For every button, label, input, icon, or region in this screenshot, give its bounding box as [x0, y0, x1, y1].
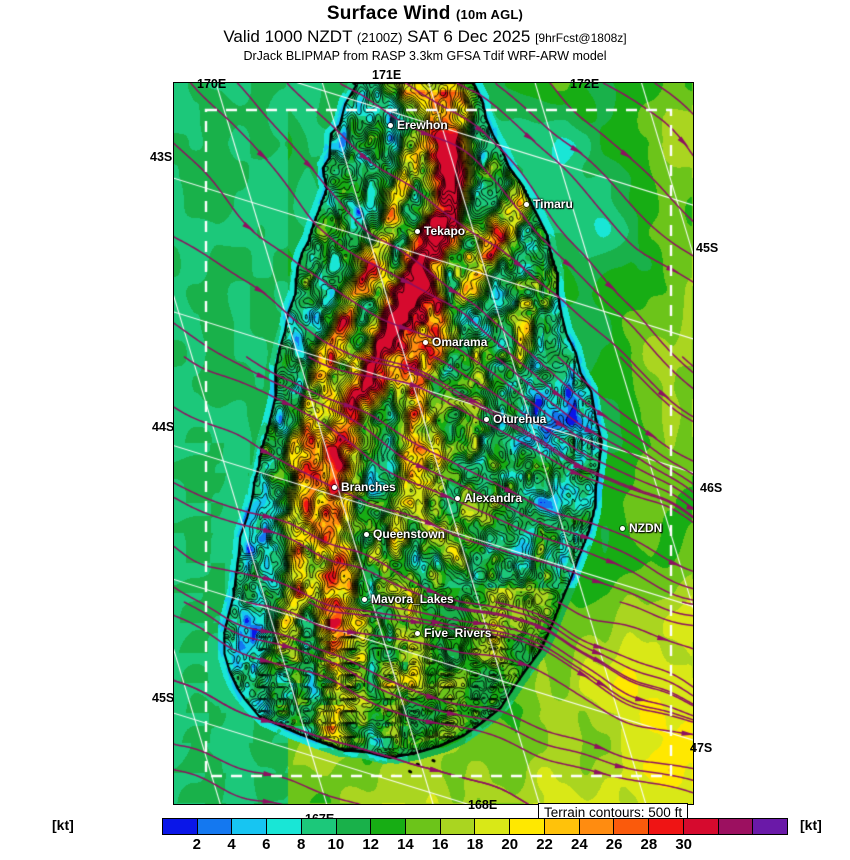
latitude-label: 44S	[152, 420, 175, 434]
colorbar-swatch	[406, 819, 441, 834]
colorbar-swatches	[162, 818, 788, 835]
valid-z: (2100Z)	[356, 30, 403, 45]
colorbar-unit-right: [kt]	[800, 817, 822, 833]
colorbar-swatch	[301, 819, 337, 834]
valid-prefix: Valid 1000 NZDT	[223, 27, 353, 46]
colorbar-swatch	[267, 819, 302, 834]
colorbar-tick: 30	[675, 836, 692, 853]
colorbar-swatch	[510, 819, 545, 834]
latitude-label: 46S	[700, 481, 723, 495]
colorbar-tick: 16	[431, 836, 449, 853]
colorbar-swatch	[371, 819, 407, 834]
colorbar-swatch	[440, 819, 476, 834]
colorbar-swatch	[197, 819, 233, 834]
latitude-label: 43S	[150, 150, 173, 164]
colorbar-legend: [kt] [kt] 2 4 6 8 10 12 14 16 18 20 22 24 26 28 30	[0, 817, 850, 860]
colorbar-tick: 28	[640, 836, 658, 853]
colorbar-unit-left: [kt]	[52, 817, 74, 833]
colorbar-tick: 10	[327, 836, 345, 853]
title-block: Surface Wind (10m AGL) Valid 1000 NZDT (…	[0, 0, 850, 64]
colorbar-tick: 12	[362, 836, 379, 853]
latitude-label: 47S	[690, 741, 713, 755]
colorbar-swatch	[544, 819, 580, 834]
forecast-tag: [9hrFcst@1808z]	[535, 31, 627, 45]
wind-speed-field	[174, 83, 693, 804]
colorbar-swatch	[232, 819, 268, 834]
valid-date: SAT 6 Dec 2025	[407, 27, 531, 46]
page-title: Surface Wind (10m AGL)	[0, 3, 850, 26]
colorbar-tick: 26	[605, 836, 623, 853]
latitude-label: 45S	[152, 691, 175, 705]
colorbar-swatch	[718, 819, 754, 834]
colorbar-tick: 14	[397, 836, 414, 853]
weather-map[interactable]	[173, 82, 694, 805]
colorbar-tick: 8	[296, 836, 306, 853]
colorbar-tick: 20	[501, 836, 519, 853]
colorbar-tick: 22	[536, 836, 553, 853]
colorbar-tick: 18	[466, 836, 484, 853]
valid-time-line: Valid 1000 NZDT (2100Z) SAT 6 Dec 2025 […	[0, 26, 850, 49]
colorbar-tick: 24	[570, 836, 588, 853]
colorbar-swatch	[753, 819, 787, 834]
model-source: DrJack BLIPMAP from RASP 3.3km GFSA Tdif…	[243, 49, 607, 63]
title-main: Surface Wind	[326, 3, 451, 24]
longitude-label: 170E	[197, 77, 227, 91]
longitude-label: 172E	[570, 77, 600, 91]
colorbar-tick: 6	[262, 836, 271, 853]
title-main-sub: (10m AGL)	[456, 7, 524, 22]
colorbar-swatch	[649, 819, 684, 834]
colorbar-tick: 4	[227, 836, 236, 853]
colorbar-swatch	[336, 819, 372, 834]
colorbar-swatch	[683, 819, 719, 834]
colorbar-swatch	[475, 819, 511, 834]
longitude-label: 171E	[372, 68, 402, 82]
colorbar-tick: 2	[192, 836, 201, 853]
colorbar-swatch	[163, 819, 198, 834]
longitude-label: 168E	[468, 798, 498, 812]
colorbar-swatch	[614, 819, 650, 834]
colorbar-swatch	[579, 819, 615, 834]
colorbar-tick-labels: 2 4 6 8 10 12 14 16 18 20 22 24 26 28 30	[162, 836, 788, 856]
latitude-label: 45S	[696, 241, 719, 255]
